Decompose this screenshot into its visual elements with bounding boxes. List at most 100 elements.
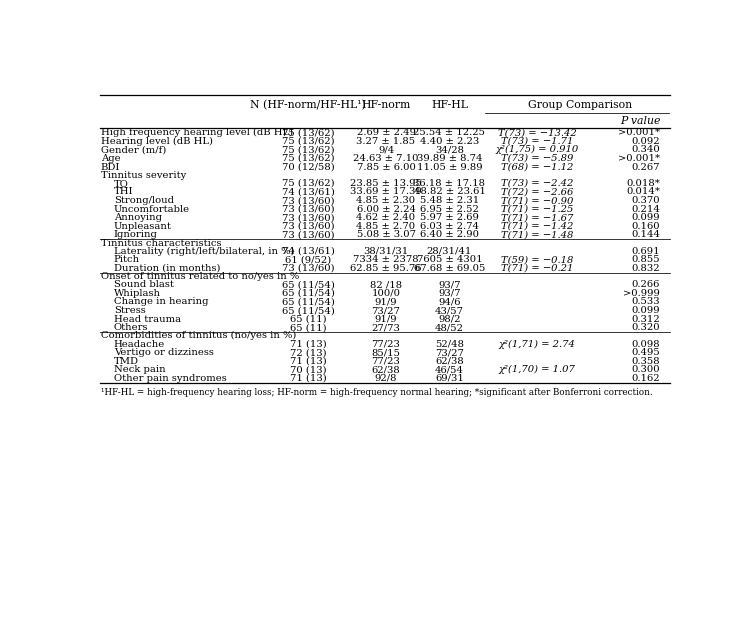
Text: Duration (in months): Duration (in months) bbox=[113, 264, 220, 273]
Text: 77/23: 77/23 bbox=[372, 357, 400, 366]
Text: 71 (13): 71 (13) bbox=[290, 339, 327, 348]
Text: 33.69 ± 17.39: 33.69 ± 17.39 bbox=[350, 187, 422, 196]
Text: T(73) = −5.89: T(73) = −5.89 bbox=[501, 154, 574, 163]
Text: Vertigo or dizziness: Vertigo or dizziness bbox=[113, 348, 213, 357]
Text: Sound blast: Sound blast bbox=[113, 280, 173, 289]
Text: 48/52: 48/52 bbox=[435, 323, 464, 332]
Text: 0.300: 0.300 bbox=[632, 365, 660, 374]
Text: BDI: BDI bbox=[101, 162, 120, 171]
Text: Strong/loud: Strong/loud bbox=[113, 196, 173, 205]
Text: P value: P value bbox=[620, 116, 660, 126]
Text: 0.832: 0.832 bbox=[632, 264, 660, 273]
Text: Tinnitus characteristics: Tinnitus characteristics bbox=[101, 239, 222, 248]
Text: 85/15: 85/15 bbox=[372, 348, 400, 357]
Text: 11.05 ± 9.89: 11.05 ± 9.89 bbox=[417, 162, 482, 171]
Text: 77/23: 77/23 bbox=[372, 339, 400, 348]
Text: 75 (13/62): 75 (13/62) bbox=[282, 154, 334, 163]
Text: T(71) = −0.21: T(71) = −0.21 bbox=[501, 264, 574, 273]
Text: 73 (13/60): 73 (13/60) bbox=[282, 213, 334, 222]
Text: 65 (11): 65 (11) bbox=[290, 323, 327, 332]
Text: 94/6: 94/6 bbox=[439, 298, 461, 307]
Text: 69/31: 69/31 bbox=[435, 374, 464, 383]
Text: Laterality (right/left/bilateral, in %): Laterality (right/left/bilateral, in %) bbox=[113, 247, 294, 256]
Text: Stress: Stress bbox=[113, 306, 146, 315]
Text: Whiplash: Whiplash bbox=[113, 289, 161, 298]
Text: 0.358: 0.358 bbox=[632, 357, 660, 366]
Text: Headache: Headache bbox=[113, 339, 165, 348]
Text: >0.001*: >0.001* bbox=[618, 154, 660, 163]
Text: Age: Age bbox=[101, 154, 120, 163]
Text: ¹HF-HL = high-frequency hearing loss; HF-norm = high-frequency normal hearing; *: ¹HF-HL = high-frequency hearing loss; HF… bbox=[101, 388, 653, 397]
Text: Neck pain: Neck pain bbox=[113, 365, 165, 374]
Text: 6.03 ± 2.74: 6.03 ± 2.74 bbox=[420, 222, 479, 231]
Text: HF-HL: HF-HL bbox=[431, 100, 468, 110]
Text: 7334 ± 2378: 7334 ± 2378 bbox=[353, 256, 419, 265]
Text: 4.40 ± 2.23: 4.40 ± 2.23 bbox=[420, 137, 479, 146]
Text: 75 (13/62): 75 (13/62) bbox=[282, 179, 334, 188]
Text: 93/7: 93/7 bbox=[439, 280, 461, 289]
Text: TQ: TQ bbox=[113, 179, 128, 188]
Text: 62/38: 62/38 bbox=[372, 365, 400, 374]
Text: Annoying: Annoying bbox=[113, 213, 161, 222]
Text: 75 (13/62): 75 (13/62) bbox=[282, 137, 334, 146]
Text: T(71) = −1.25: T(71) = −1.25 bbox=[501, 205, 574, 214]
Text: 0.267: 0.267 bbox=[632, 162, 660, 171]
Text: 7605 ± 4301: 7605 ± 4301 bbox=[417, 256, 482, 265]
Text: 65 (11/54): 65 (11/54) bbox=[282, 280, 334, 289]
Text: 7.85 ± 6.00: 7.85 ± 6.00 bbox=[357, 162, 415, 171]
Text: 73/27: 73/27 bbox=[435, 348, 464, 357]
Text: 73 (13/60): 73 (13/60) bbox=[282, 231, 334, 240]
Text: Uncomfortable: Uncomfortable bbox=[113, 205, 190, 214]
Text: 91/9: 91/9 bbox=[375, 298, 397, 307]
Text: 3.27 ± 1.85: 3.27 ± 1.85 bbox=[357, 137, 415, 146]
Text: 6.40 ± 2.90: 6.40 ± 2.90 bbox=[420, 231, 479, 240]
Text: 92/8: 92/8 bbox=[375, 374, 397, 383]
Text: 73 (13/60): 73 (13/60) bbox=[282, 264, 334, 273]
Text: 0.214: 0.214 bbox=[632, 205, 660, 214]
Text: 39.89 ± 8.74: 39.89 ± 8.74 bbox=[417, 154, 482, 163]
Text: 0.340: 0.340 bbox=[632, 146, 660, 155]
Text: 0.160: 0.160 bbox=[632, 222, 660, 231]
Text: 0.320: 0.320 bbox=[632, 323, 660, 332]
Text: 73 (13/60): 73 (13/60) bbox=[282, 205, 334, 214]
Text: 5.48 ± 2.31: 5.48 ± 2.31 bbox=[420, 196, 479, 205]
Text: 28/31/41: 28/31/41 bbox=[427, 247, 472, 256]
Text: Unpleasant: Unpleasant bbox=[113, 222, 171, 231]
Text: 36.18 ± 17.18: 36.18 ± 17.18 bbox=[414, 179, 485, 188]
Text: χ²(1,71) = 2.74: χ²(1,71) = 2.74 bbox=[499, 339, 576, 348]
Text: 65 (11): 65 (11) bbox=[290, 315, 327, 324]
Text: 52/48: 52/48 bbox=[435, 339, 464, 348]
Text: T(59) = −0.18: T(59) = −0.18 bbox=[501, 256, 574, 265]
Text: 0.099: 0.099 bbox=[632, 213, 660, 222]
Text: 0.533: 0.533 bbox=[632, 298, 660, 307]
Text: Tinnitus severity: Tinnitus severity bbox=[101, 171, 186, 180]
Text: 43/57: 43/57 bbox=[435, 306, 464, 315]
Text: 65 (11/54): 65 (11/54) bbox=[282, 306, 334, 315]
Text: 38/31/31: 38/31/31 bbox=[363, 247, 409, 256]
Text: 62.85 ± 95.76: 62.85 ± 95.76 bbox=[350, 264, 422, 273]
Text: THI: THI bbox=[113, 187, 133, 196]
Text: T(71) = −1.48: T(71) = −1.48 bbox=[501, 231, 574, 240]
Text: 73 (13/60): 73 (13/60) bbox=[282, 222, 334, 231]
Text: Others: Others bbox=[113, 323, 148, 332]
Text: 75 (13/62): 75 (13/62) bbox=[282, 146, 334, 155]
Text: Change in hearing: Change in hearing bbox=[113, 298, 208, 307]
Text: 0.370: 0.370 bbox=[632, 196, 660, 205]
Text: 82 /18: 82 /18 bbox=[370, 280, 402, 289]
Text: 5.08 ± 3.07: 5.08 ± 3.07 bbox=[357, 231, 415, 240]
Text: 48.82 ± 23.61: 48.82 ± 23.61 bbox=[414, 187, 485, 196]
Text: 0.099: 0.099 bbox=[632, 306, 660, 315]
Text: 91/9: 91/9 bbox=[375, 315, 397, 324]
Text: 0.162: 0.162 bbox=[632, 374, 660, 383]
Text: 0.266: 0.266 bbox=[632, 280, 660, 289]
Text: 70 (13): 70 (13) bbox=[290, 365, 327, 374]
Text: 46/54: 46/54 bbox=[435, 365, 464, 374]
Text: 23.85 ± 13.95: 23.85 ± 13.95 bbox=[350, 179, 422, 188]
Text: 74 (13/61): 74 (13/61) bbox=[282, 247, 334, 256]
Text: 62/38: 62/38 bbox=[435, 357, 464, 366]
Text: >0.001*: >0.001* bbox=[618, 128, 660, 137]
Text: 61 (9/52): 61 (9/52) bbox=[285, 256, 331, 265]
Text: 75 (13/62): 75 (13/62) bbox=[282, 128, 334, 137]
Text: χ²(1,70) = 1.07: χ²(1,70) = 1.07 bbox=[499, 365, 576, 374]
Text: Gender (m/f): Gender (m/f) bbox=[101, 146, 166, 155]
